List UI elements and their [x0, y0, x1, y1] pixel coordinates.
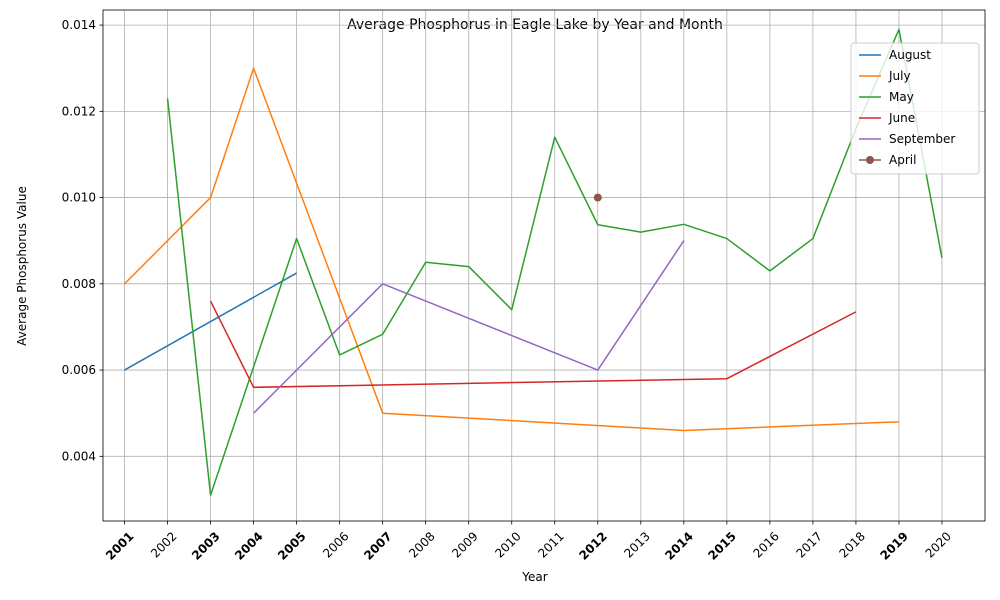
x-tick-label: 2014	[662, 529, 696, 563]
x-tick-label: 2004	[232, 529, 266, 563]
legend: August July May June September April	[850, 42, 980, 175]
x-axis-ticks: 2001 2002 2003 2004 2005 2006 2007 2008 2009 2010…	[103, 521, 954, 563]
x-tick-label: 2008	[406, 529, 437, 560]
x-tick-label: 2007	[361, 529, 395, 563]
x-tick-label: 2001	[103, 529, 137, 563]
legend-label-september: September	[889, 132, 955, 146]
y-axis-ticks: 0.004 0.006 0.008 0.010 0.012 0.014	[62, 18, 103, 463]
x-tick-label: 2010	[492, 529, 523, 560]
series-line-june	[209, 300, 857, 389]
x-tick-label: 2013	[621, 529, 652, 560]
legend-label-april: April	[889, 153, 916, 167]
legend-marker-april	[866, 156, 874, 164]
x-tick-label: 2011	[535, 529, 566, 560]
legend-label-august: August	[889, 48, 931, 62]
plot-frame	[102, 9, 986, 522]
legend-box	[850, 42, 980, 175]
x-tick-label: 2006	[320, 529, 351, 560]
data-point-april	[593, 193, 602, 202]
legend-label-july: July	[888, 69, 911, 83]
x-tick-label: 2020	[923, 529, 954, 560]
y-axis-title: Average Phosphorus Value	[15, 186, 29, 346]
x-tick-label: 2012	[576, 529, 610, 563]
x-tick-label: 2018	[836, 529, 867, 560]
x-tick-label: 2009	[449, 529, 480, 560]
series-line-september	[253, 240, 685, 414]
x-tick-label: 2019	[877, 529, 911, 563]
grid-lines	[103, 10, 985, 521]
y-tick-label: 0.014	[62, 18, 96, 32]
x-tick-label: 2002	[148, 529, 179, 560]
x-tick-label: 2015	[705, 529, 739, 563]
y-tick-label: 0.006	[62, 363, 96, 377]
x-axis-title: Year	[521, 570, 547, 584]
y-tick-label: 0.008	[62, 277, 96, 291]
x-tick-label: 2016	[750, 529, 781, 560]
x-tick-label: 2003	[189, 529, 223, 563]
series-lines	[123, 28, 943, 496]
y-tick-label: 0.004	[62, 449, 96, 463]
legend-label-may: May	[889, 90, 914, 104]
series-line-august	[124, 272, 297, 371]
x-tick-label: 2017	[793, 529, 824, 560]
series-line-may	[166, 28, 943, 496]
y-tick-label: 0.010	[62, 191, 96, 205]
series-line-july	[123, 67, 899, 432]
x-tick-label: 2005	[275, 529, 309, 563]
legend-label-june: June	[888, 111, 915, 125]
y-tick-label: 0.012	[62, 104, 96, 118]
